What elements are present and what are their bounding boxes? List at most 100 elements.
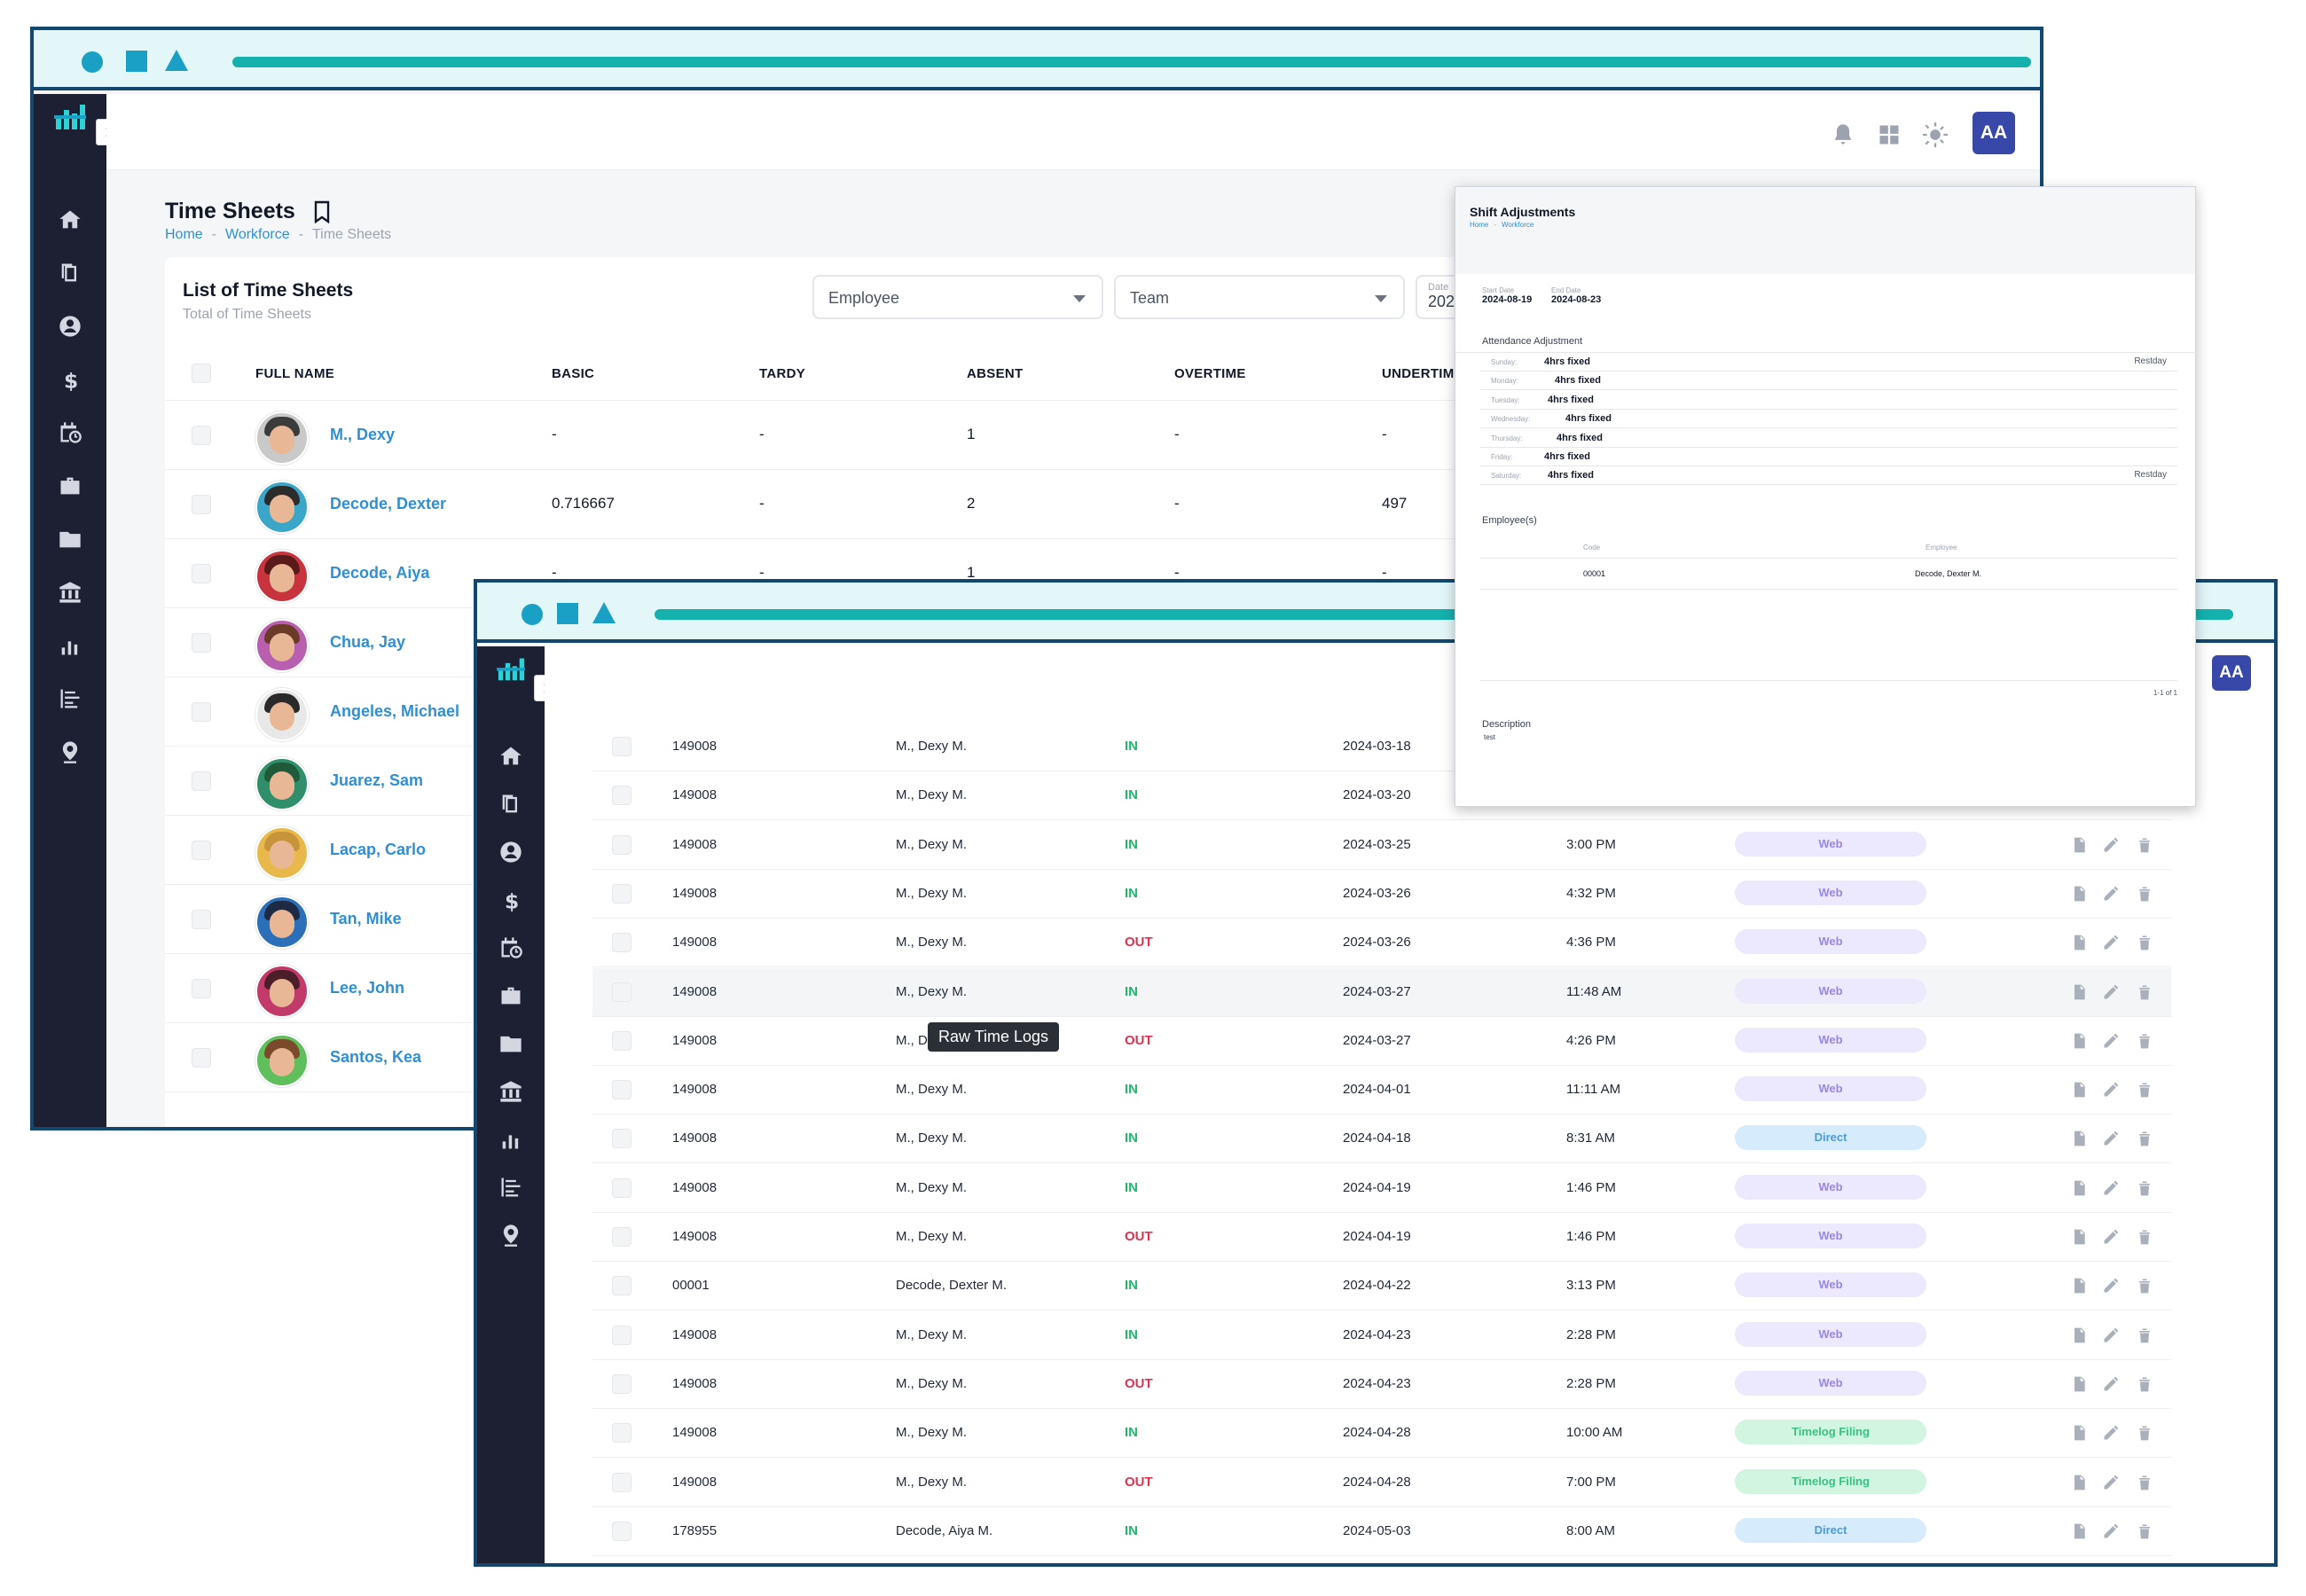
location-pin-icon[interactable] xyxy=(34,734,106,770)
bell-icon[interactable] xyxy=(1831,122,1855,147)
view-icon[interactable] xyxy=(2070,1277,2088,1295)
employee-name-link[interactable]: Santos, Kea xyxy=(330,1048,422,1066)
row-checkbox[interactable] xyxy=(192,910,211,929)
table-row[interactable]: 149008 M., Dexy M. OUT 2024-04-23 2:28 PM Web xyxy=(592,1359,2171,1409)
edit-pencil-icon[interactable] xyxy=(2102,983,2120,1001)
row-checbox[interactable] xyxy=(612,1373,631,1394)
trash-icon[interactable] xyxy=(2136,1081,2153,1099)
edit-pencil-icon[interactable] xyxy=(2102,1474,2120,1491)
bank-icon[interactable] xyxy=(477,1074,545,1109)
employee-name-link[interactable]: Decode, Dexter xyxy=(330,495,447,512)
row-checkbox[interactable] xyxy=(192,564,211,583)
calendar-clock-icon[interactable] xyxy=(477,930,545,966)
copy-icon[interactable] xyxy=(477,786,545,822)
col-undertime[interactable]: UNDERTIM xyxy=(1382,366,1455,381)
table-row[interactable]: Decode, Dexter 0.716667 - 2 - 497 xyxy=(165,470,1495,539)
table-row[interactable]: 149008 M., Dexy M. IN 2024-04-28 10:00 AM Tim… xyxy=(592,1409,2171,1459)
calendar-clock-icon[interactable] xyxy=(34,415,106,450)
trash-icon[interactable] xyxy=(2136,1474,2153,1491)
list-tree-icon[interactable] xyxy=(34,681,106,716)
row-checkbox[interactable] xyxy=(192,633,211,653)
bar-chart-icon[interactable] xyxy=(34,628,106,663)
col-basic[interactable]: BASIC xyxy=(552,366,595,381)
row-checbox[interactable] xyxy=(612,1276,631,1296)
view-icon[interactable] xyxy=(2070,1424,2088,1442)
list-tree-icon[interactable] xyxy=(477,1170,545,1205)
home-icon[interactable] xyxy=(34,202,106,238)
home-icon[interactable] xyxy=(477,739,545,774)
trash-icon[interactable] xyxy=(2136,885,2153,903)
row-checbox[interactable] xyxy=(612,1177,631,1198)
trash-icon[interactable] xyxy=(2136,1228,2153,1246)
edit-pencil-icon[interactable] xyxy=(2102,1522,2120,1540)
table-row[interactable]: 149008 M., Dexy M. OUT 2024-04-28 7:00 PM Tim… xyxy=(592,1458,2171,1507)
employee-select[interactable]: Employee xyxy=(812,275,1103,319)
briefcase-icon[interactable] xyxy=(477,978,545,1013)
user-icon[interactable] xyxy=(34,309,106,344)
table-row[interactable]: Decode, Aiya - - 1 - - xyxy=(165,539,1495,608)
bookmark-icon[interactable] xyxy=(312,200,332,223)
table-row[interactable]: M., Dexy - - 1 - - xyxy=(165,401,1495,470)
edit-pencil-icon[interactable] xyxy=(2102,1130,2120,1147)
edit-pencil-icon[interactable] xyxy=(2102,1081,2120,1099)
table-row[interactable]: 149008 M., Dexy M. IN 2024-04-18 8:31 AM Dire… xyxy=(592,1115,2171,1164)
folder-icon[interactable] xyxy=(34,521,106,557)
location-pin-icon[interactable] xyxy=(477,1217,545,1253)
employee-name-link[interactable]: Chua, Jay xyxy=(330,633,406,651)
table-row[interactable]: 149008 M., Dexy M. IN 2024-03-26 4:32 PM Web xyxy=(592,869,2171,919)
row-checbox[interactable] xyxy=(612,982,631,1002)
table-row[interactable]: Santos, Kea xyxy=(165,1023,1495,1092)
view-icon[interactable] xyxy=(2070,1522,2088,1540)
table-row[interactable]: 178955 Decode, Aiya M. IN 2024-05-03 8:00 AM… xyxy=(592,1506,2171,1556)
row-checkbox[interactable] xyxy=(192,771,211,791)
trash-icon[interactable] xyxy=(2136,1179,2153,1197)
table-row[interactable]: 149008 M., Dexy M. IN 2024-04-01 11:11 AM Web xyxy=(592,1066,2171,1115)
edit-pencil-icon[interactable] xyxy=(2102,1228,2120,1246)
employee-name-link[interactable]: Tan, Mike xyxy=(330,910,402,927)
edit-pencil-icon[interactable] xyxy=(2102,934,2120,951)
trash-icon[interactable] xyxy=(2136,836,2153,854)
breadcrumb-workforce-link[interactable]: Workforce xyxy=(225,227,290,242)
panel-breadcrumb-home-link[interactable]: Home xyxy=(1470,221,1489,229)
view-icon[interactable] xyxy=(2070,836,2088,854)
table-row[interactable]: 149008 M., Dexy M. IN 2024-04-23 2:28 PM Web xyxy=(592,1310,2171,1360)
row-checkbox[interactable] xyxy=(192,702,211,722)
panel-breadcrumb-workforce-link[interactable]: Workforce xyxy=(1502,221,1534,229)
view-icon[interactable] xyxy=(2070,1474,2088,1491)
col-overtime[interactable]: OVERTIME xyxy=(1174,366,1246,381)
row-checkbox[interactable] xyxy=(192,841,211,860)
edit-pencil-icon[interactable] xyxy=(2102,1277,2120,1295)
row-checbox[interactable] xyxy=(612,1325,631,1345)
team-select[interactable]: Team xyxy=(1114,275,1405,319)
select-all-checkbox[interactable] xyxy=(192,364,211,383)
row-checbox[interactable] xyxy=(612,933,631,953)
trash-icon[interactable] xyxy=(2136,1522,2153,1540)
trash-icon[interactable] xyxy=(2136,1032,2153,1050)
edit-pencil-icon[interactable] xyxy=(2102,1032,2120,1050)
table-row[interactable]: 149008 M., Dexy M. IN 2024-04-19 1:46 PM Web xyxy=(592,1163,2171,1213)
row-checbox[interactable] xyxy=(612,1227,631,1247)
trash-icon[interactable] xyxy=(2136,1277,2153,1295)
row-checbox[interactable] xyxy=(612,1521,631,1541)
row-checbox[interactable] xyxy=(612,1423,631,1443)
employee-name-link[interactable]: Angeles, Michael xyxy=(330,702,460,720)
user-icon[interactable] xyxy=(477,834,545,870)
row-checkbox[interactable] xyxy=(192,426,211,445)
table-row[interactable]: 149008 M., Dexy M. IN 2024-03-27 11:48 AM Web xyxy=(592,967,2171,1017)
view-icon[interactable] xyxy=(2070,983,2088,1001)
dollar-icon[interactable]: $ xyxy=(477,882,545,918)
row-checbox[interactable] xyxy=(612,834,631,855)
view-icon[interactable] xyxy=(2070,934,2088,951)
row-checbox[interactable] xyxy=(612,1472,631,1492)
view-icon[interactable] xyxy=(2070,1130,2088,1147)
sun-icon[interactable] xyxy=(1923,122,1948,147)
col-tardy[interactable]: TARDY xyxy=(759,366,806,381)
view-icon[interactable] xyxy=(2070,1081,2088,1099)
employee-name-link[interactable]: M., Dexy xyxy=(330,426,396,443)
view-icon[interactable] xyxy=(2070,1032,2088,1050)
row-checkbox[interactable] xyxy=(192,979,211,998)
employee-name-link[interactable]: Lee, John xyxy=(330,979,405,997)
view-icon[interactable] xyxy=(2070,1179,2088,1197)
table-row[interactable]: 149008 M., Dexy M. IN 2024-03-25 3:00 PM Web xyxy=(592,820,2171,870)
briefcase-icon[interactable] xyxy=(34,468,106,504)
